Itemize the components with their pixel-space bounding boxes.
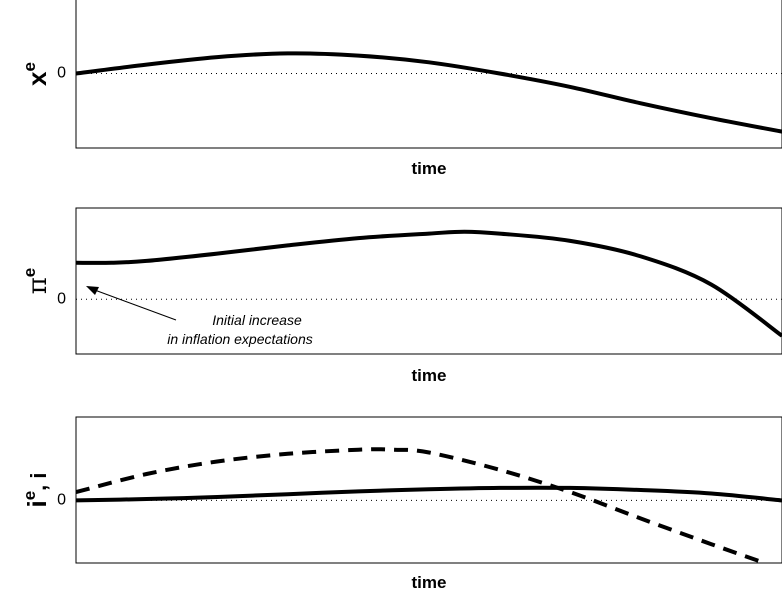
ytick-zero-1: 0 <box>57 65 66 82</box>
series-pi-e-line <box>75 229 782 338</box>
ylabel-1-main: x <box>22 71 52 86</box>
ylabel-2: πe <box>20 268 53 295</box>
ylabel-3-sup: e <box>20 491 39 500</box>
panel-i-e-i: 0 ie, i time <box>20 416 782 592</box>
panel-pi-e: 0 πe time Initial increase in inflation … <box>20 207 782 385</box>
panel-x-e: 0 xe time <box>20 0 782 178</box>
series-x-e-line <box>75 51 782 134</box>
xlabel-3: time <box>412 573 447 592</box>
ylabel-1-sup: e <box>20 62 39 71</box>
ylabel-1: xe <box>20 62 52 86</box>
xlabel-2: time <box>412 366 447 385</box>
plot-frame-3 <box>75 416 782 564</box>
annotation-line-2: in inflation expectations <box>167 331 313 347</box>
series-i-line <box>75 485 782 503</box>
annotation-arrow <box>91 288 177 321</box>
ylabel-2-main: π <box>23 277 53 294</box>
ylabel-3-main: i <box>22 500 52 507</box>
annotation-arrowhead <box>86 286 99 295</box>
annotation-line-1: Initial increase <box>212 312 302 328</box>
ylabel-3: ie, i <box>20 472 52 507</box>
ytick-zero-3: 0 <box>57 492 66 509</box>
plot-frame-2 <box>75 207 782 355</box>
xlabel-1: time <box>412 159 447 178</box>
ylabel-2-sup: e <box>20 268 39 277</box>
ytick-zero-2: 0 <box>57 290 66 307</box>
series-i-e-dashed-line <box>75 447 762 564</box>
ylabel-3-suffix: , i <box>26 472 51 490</box>
